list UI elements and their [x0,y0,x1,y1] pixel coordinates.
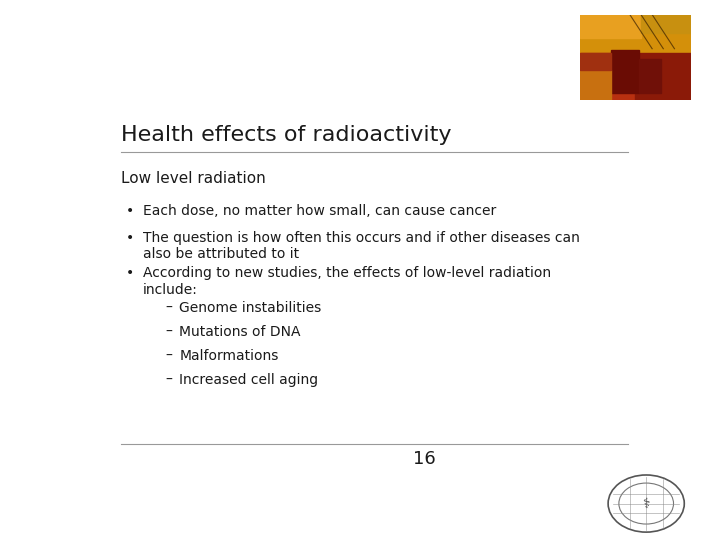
Bar [611,50,639,93]
Bar [580,15,691,53]
Text: –: – [166,349,172,363]
Text: Health effects of radioactivity: Health effects of radioactivity [121,125,451,145]
Text: Malformations: Malformations [179,349,279,363]
Text: The question is how often this occurs and if other diseases can
also be attribut: The question is how often this occurs an… [143,231,580,261]
Text: •: • [126,204,135,218]
Text: 16: 16 [413,450,436,468]
Text: Each dose, no matter how small, can cause cancer: Each dose, no matter how small, can caus… [143,204,496,218]
Text: Low level radiation: Low level radiation [121,171,266,186]
Text: According to new studies, the effects of low-level radiation
include:: According to new studies, the effects of… [143,266,551,296]
Text: •: • [126,266,135,280]
Text: Increased cell aging: Increased cell aging [179,373,318,387]
Bar [639,59,661,93]
Bar [580,53,636,100]
Bar [580,15,641,38]
Bar [580,70,611,100]
Bar [580,53,611,70]
Bar [641,15,691,33]
Text: •: • [126,231,135,245]
Bar [636,53,691,100]
Text: –: – [166,325,172,339]
Text: –: – [166,301,172,315]
Text: Genome instabilities: Genome instabilities [179,301,322,315]
Text: –: – [166,373,172,387]
Text: ⚕: ⚕ [642,497,650,510]
Text: Mutations of DNA: Mutations of DNA [179,325,301,339]
